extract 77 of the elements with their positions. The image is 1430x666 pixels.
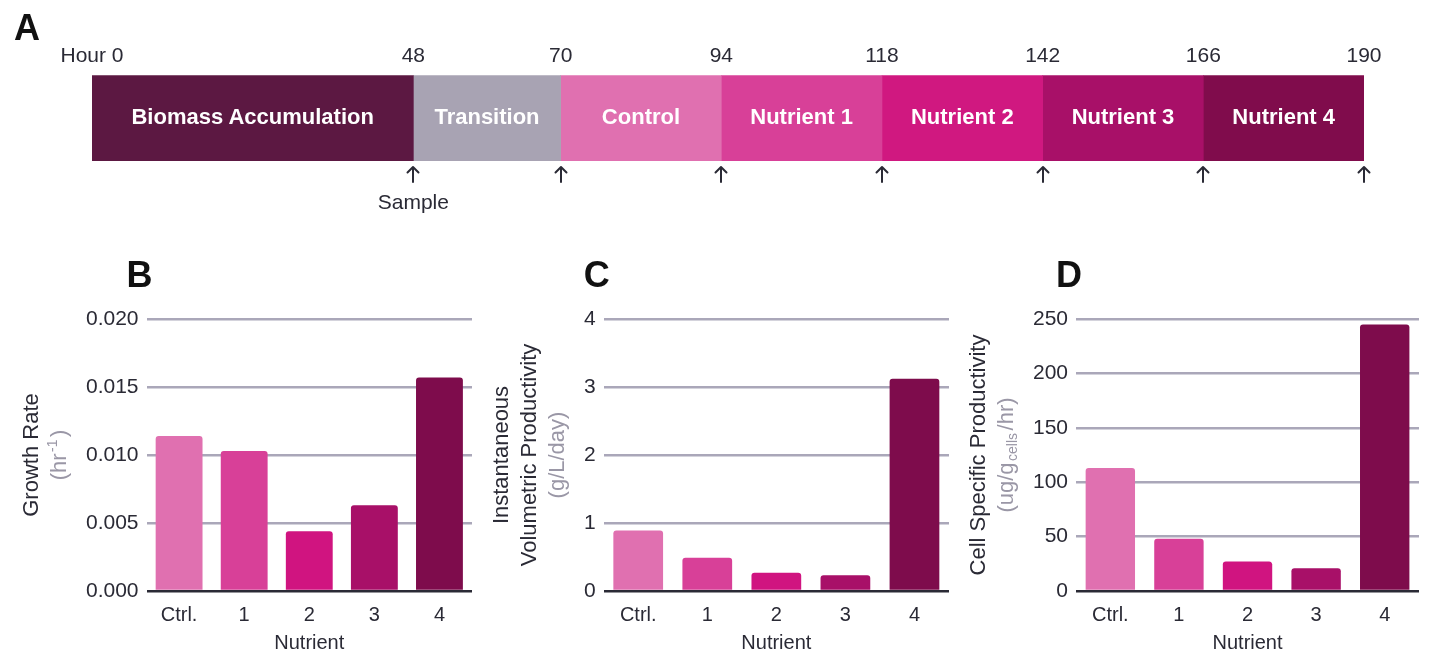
y-tick-label: 0 xyxy=(1056,577,1069,601)
y-tick-label: 0.005 xyxy=(85,509,139,533)
bar xyxy=(1360,324,1410,590)
bar xyxy=(881,75,1043,161)
y-tick-label: 250 xyxy=(1032,305,1069,329)
annotation: Sample xyxy=(377,189,449,213)
y-tick-label: 200 xyxy=(1032,360,1069,384)
x-tick-label: 2 xyxy=(303,602,315,625)
y-tick-label: 100 xyxy=(1032,469,1069,492)
chart-title: C xyxy=(583,253,610,295)
x-tick-label: 166 xyxy=(1185,43,1221,67)
y-tick-label: 2 xyxy=(583,441,596,465)
series-label: Nutrient 3 xyxy=(1071,104,1175,130)
bar xyxy=(560,75,722,161)
x-tick-label: 1 xyxy=(238,602,250,625)
bar xyxy=(285,531,333,590)
x-tick-label: 4 xyxy=(908,602,921,625)
bar xyxy=(92,75,414,161)
bar xyxy=(1203,75,1364,161)
y-tick-label: 1 xyxy=(583,509,596,533)
y-tick-label: 150 xyxy=(1032,414,1069,438)
x-tick-label: 2 xyxy=(770,602,782,625)
chart-title: B xyxy=(126,253,153,295)
y-tick-label: 0.000 xyxy=(85,577,139,601)
y-tick-label: 0.020 xyxy=(85,305,139,329)
x-tick-label: 3 xyxy=(839,602,851,625)
chart-title: A xyxy=(14,6,40,48)
y-tick-label: 0.015 xyxy=(85,373,139,397)
series-label: Control xyxy=(601,104,681,130)
x-tick-label: 190 xyxy=(1346,43,1382,67)
bar xyxy=(682,557,733,590)
bar xyxy=(720,75,883,161)
x-tick-label: Hour 0 xyxy=(60,43,124,67)
x-tick-label: 3 xyxy=(368,602,380,625)
x-tick-label: 4 xyxy=(433,602,446,625)
bar xyxy=(1222,561,1273,590)
x-tick-label: 142 xyxy=(1025,43,1061,67)
x-tick-label: 70 xyxy=(548,43,573,67)
bar xyxy=(1154,538,1204,590)
series-label: Biomass Accumulation xyxy=(131,104,374,130)
x-axis-title: Nutrient xyxy=(1212,630,1283,653)
x-axis-title: Nutrient xyxy=(741,630,812,653)
x-tick-label: 1 xyxy=(701,602,713,625)
bar xyxy=(889,378,940,590)
x-tick-label: 94 xyxy=(709,43,734,67)
bar xyxy=(1042,75,1204,161)
x-axis-title: Nutrient xyxy=(274,630,345,653)
bar xyxy=(220,450,268,590)
y-tick-label: 4 xyxy=(583,305,596,329)
bar xyxy=(1291,568,1341,590)
series-label: Nutrient 1 xyxy=(750,104,853,130)
bar xyxy=(820,575,871,590)
bar xyxy=(155,435,203,590)
bar xyxy=(751,572,802,590)
series-label: Nutrient 4 xyxy=(1232,104,1336,130)
x-tick-label: 118 xyxy=(865,43,899,67)
x-tick-label: Ctrl. xyxy=(160,602,198,625)
x-tick-label: 2 xyxy=(1241,602,1254,625)
y-tick-label: 3 xyxy=(583,373,596,397)
y-tick-label: 0.010 xyxy=(85,441,139,465)
x-tick-label: Ctrl. xyxy=(1092,602,1129,625)
bar xyxy=(350,505,398,590)
x-tick-label: 4 xyxy=(1379,602,1391,625)
y-tick-label: 50 xyxy=(1044,523,1069,547)
y-tick-label: 0 xyxy=(583,577,596,601)
bar xyxy=(413,75,561,161)
y-axis-title: Instantaneous Volumetric Productivity (g/L/day) xyxy=(488,343,570,567)
chart-title: D xyxy=(1056,253,1083,295)
x-tick-label: 3 xyxy=(1310,602,1322,625)
bar xyxy=(416,377,463,590)
bar xyxy=(613,530,664,590)
x-tick-label: Ctrl. xyxy=(619,602,657,625)
x-tick-label: 1 xyxy=(1173,602,1185,625)
x-tick-label: 48 xyxy=(401,43,426,67)
series-label: Transition xyxy=(434,104,540,130)
series-label: Nutrient 2 xyxy=(910,104,1014,130)
bar xyxy=(1085,468,1136,590)
